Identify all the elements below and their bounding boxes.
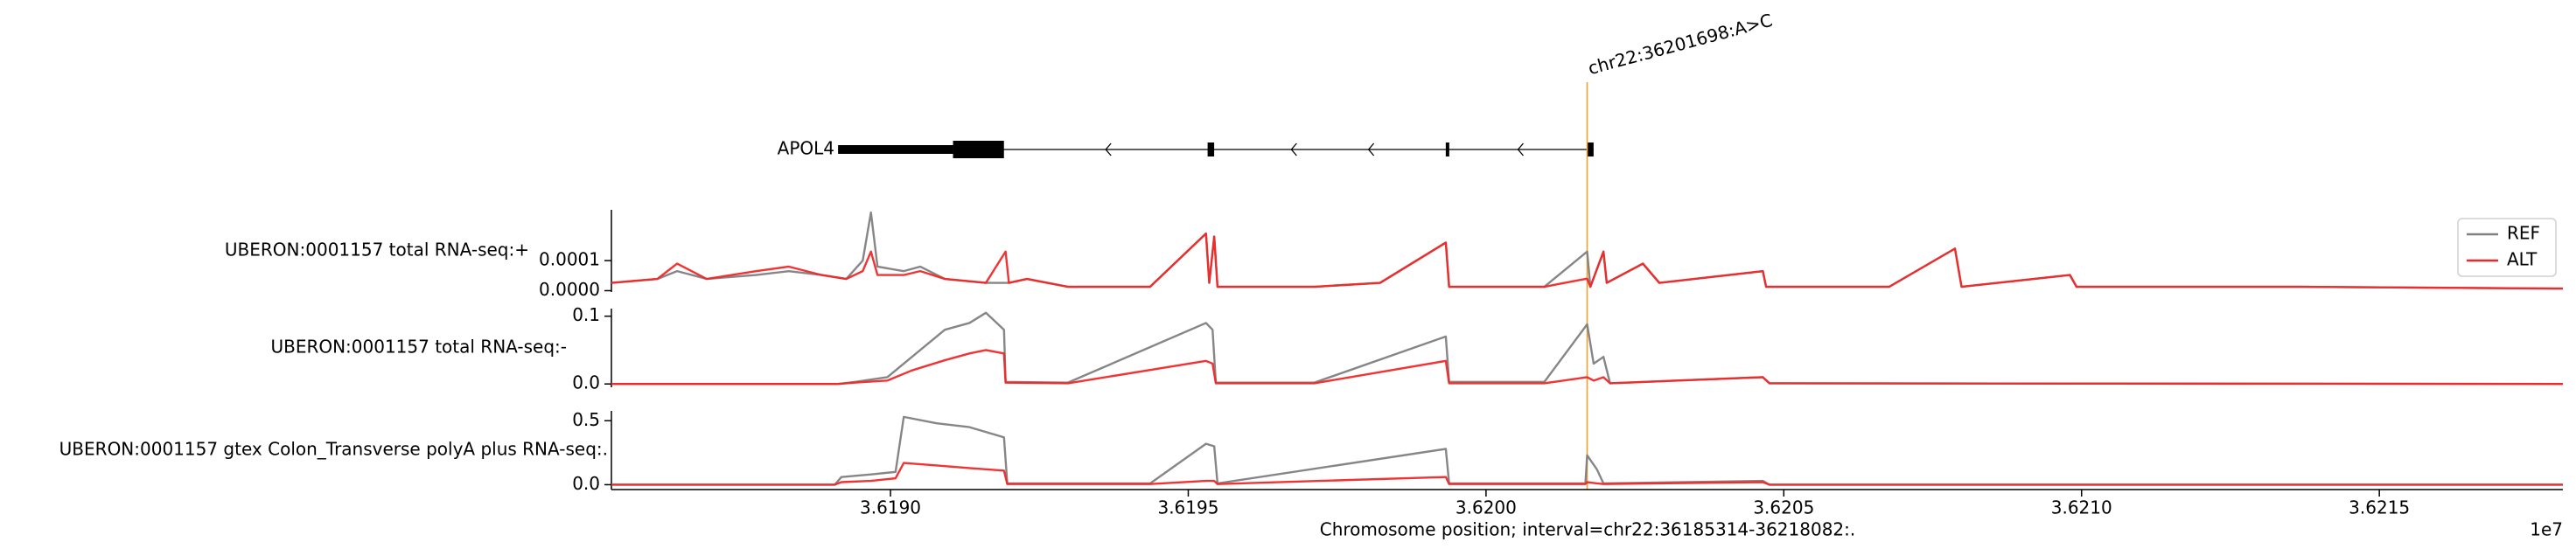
signal-line <box>611 415 2563 486</box>
y-tick-label: 0.5 <box>572 409 600 430</box>
x-tick-label: 3.6200 <box>1456 497 1517 518</box>
y-tick-label: 0.0 <box>572 473 600 494</box>
legend-label: REF <box>2507 223 2540 244</box>
track-label: UBERON:0001157 total RNA-seq:- <box>270 337 567 358</box>
gene-exon <box>1445 142 1449 156</box>
strand-arrow <box>1517 142 1524 156</box>
x-tick-label: 3.6215 <box>2349 497 2410 518</box>
strand-arrow <box>1105 142 1112 156</box>
signal-line <box>611 232 2564 290</box>
signal-line <box>611 311 2564 386</box>
strand-arrow <box>1290 142 1297 156</box>
y-tick-label: 0.0000 <box>539 279 600 300</box>
x-tick-label: 3.6195 <box>1157 497 1218 518</box>
legend-box <box>2457 218 2557 277</box>
signal-line <box>611 462 2563 486</box>
variant-label: chr22:36201698:A>C <box>1586 10 1775 79</box>
x-offset-label: 1e7 <box>2530 519 2563 540</box>
gene-label: APOL4 <box>778 138 834 159</box>
signal-line <box>611 349 2564 386</box>
gene-exon <box>1587 142 1594 156</box>
x-tick-label: 3.6190 <box>860 497 921 518</box>
gene-exon <box>1207 142 1215 156</box>
y-tick-label: 0.0 <box>572 372 600 393</box>
track-label: UBERON:0001157 total RNA-seq:+ <box>225 240 529 261</box>
x-axis-label: Chromosome position; interval=chr22:3618… <box>1320 519 1856 540</box>
gene-utr <box>838 145 953 154</box>
y-tick-label: 0.0001 <box>539 249 600 270</box>
x-tick-label: 3.6210 <box>2051 497 2112 518</box>
gene-exon <box>953 141 1004 158</box>
x-tick-label: 3.6205 <box>1753 497 1814 518</box>
y-tick-label: 0.1 <box>572 304 600 325</box>
track-label: UBERON:0001157 gtex Colon_Transverse pol… <box>59 439 608 460</box>
legend-label: ALT <box>2507 249 2538 270</box>
strand-arrow <box>1367 142 1375 156</box>
